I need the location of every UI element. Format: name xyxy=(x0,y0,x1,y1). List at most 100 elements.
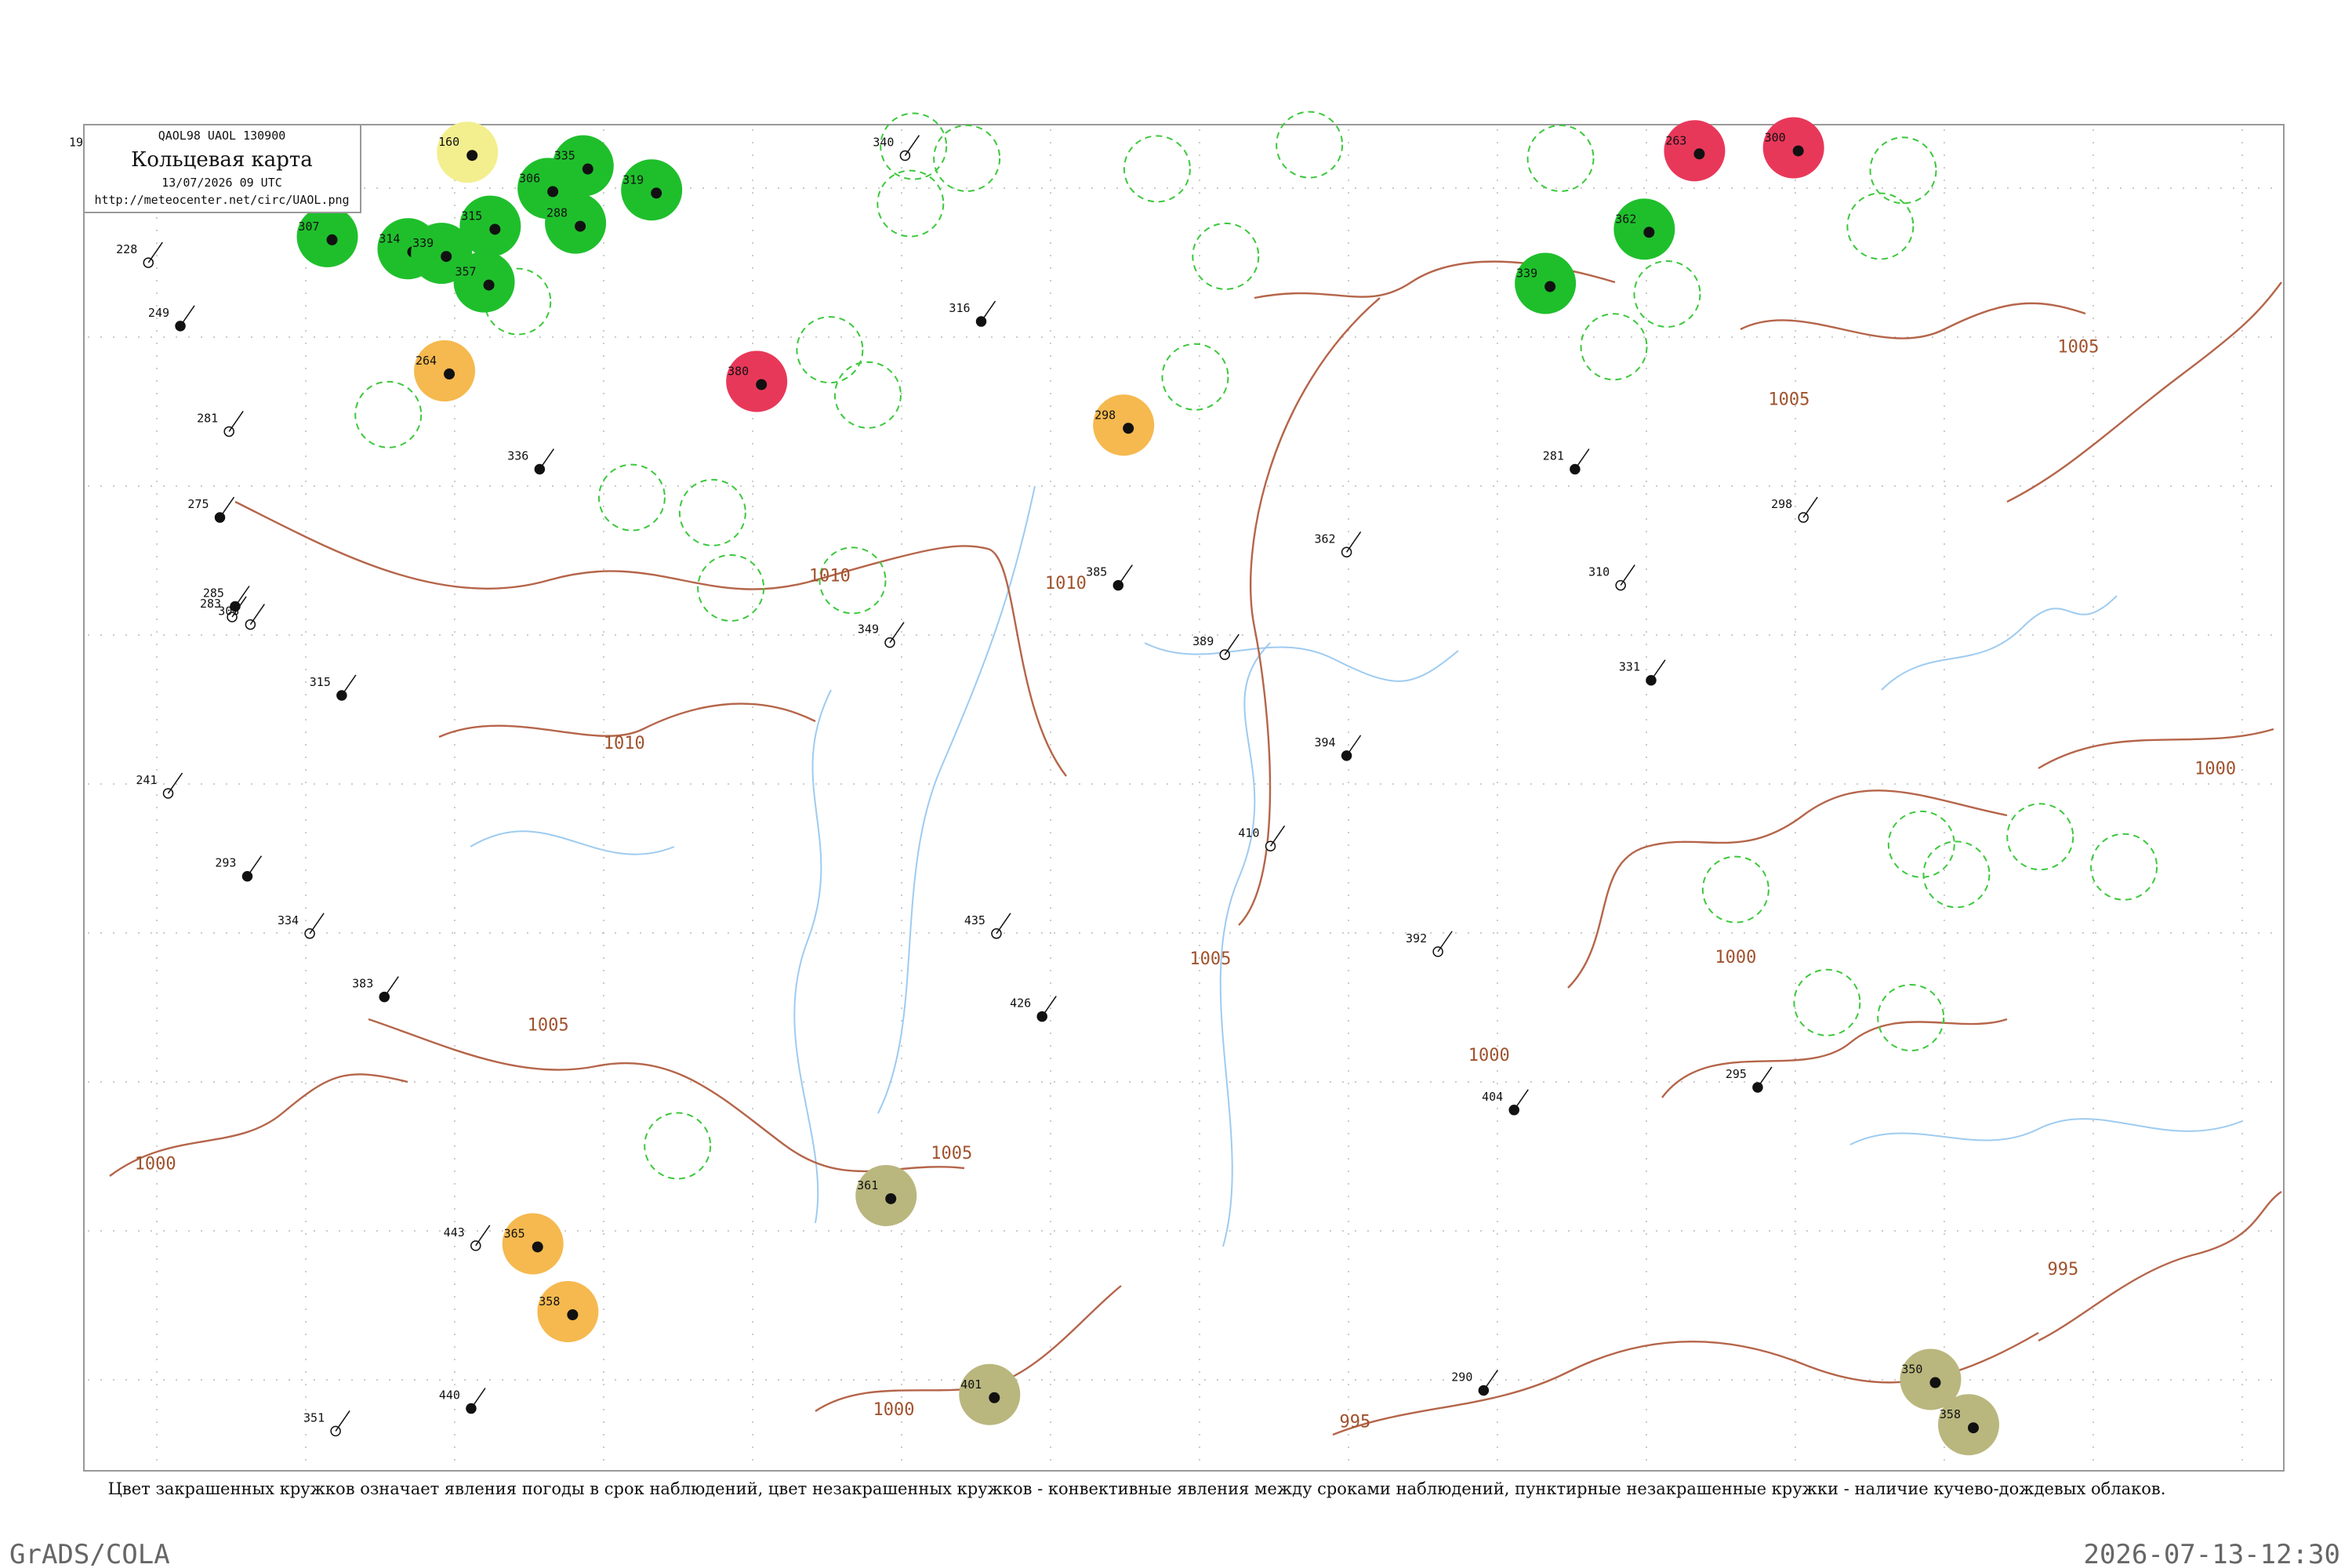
station-pressure: 435 xyxy=(964,913,985,927)
dashed-circle xyxy=(1887,810,1955,878)
station-pressure: 300 xyxy=(1765,130,1786,144)
station-pressure: 394 xyxy=(1315,735,1336,750)
weather-circle xyxy=(1613,198,1675,260)
station-pressure: 264 xyxy=(416,354,437,368)
isobar-label: 1000 xyxy=(1715,948,1756,967)
header-url: http://meteocenter.net/circ/UAOL.png xyxy=(94,193,349,207)
weather-circle xyxy=(1900,1348,1962,1410)
header-code: QAOL98 UAOL 130900 xyxy=(158,129,286,143)
wind-barb xyxy=(470,1388,486,1409)
station-dot xyxy=(1544,281,1556,292)
dashed-circle xyxy=(2006,803,2074,871)
station-pressure: 306 xyxy=(519,171,540,185)
dashed-circle xyxy=(1793,968,1861,1036)
wind-barb xyxy=(246,855,263,877)
wind-barb xyxy=(539,448,554,470)
station-dot xyxy=(1929,1377,1941,1388)
weather-circle xyxy=(621,159,683,221)
wind-barb xyxy=(234,586,250,607)
dashed-circle xyxy=(1580,313,1648,381)
station-pressure: 160 xyxy=(438,135,459,149)
weather-circle xyxy=(1762,117,1824,179)
station-dot xyxy=(1968,1422,1980,1434)
wind-barb xyxy=(228,411,244,432)
dashed-circle xyxy=(877,169,945,238)
wind-barb xyxy=(180,305,195,327)
weather-circle xyxy=(502,1213,564,1275)
wind-barb xyxy=(147,241,163,263)
station-pressure: 385 xyxy=(1086,565,1107,579)
wind-barb xyxy=(1345,531,1362,553)
station-pressure: 335 xyxy=(554,149,575,163)
weather-circle xyxy=(545,192,607,254)
station-pressure: 295 xyxy=(1726,1067,1747,1081)
station-dot xyxy=(1693,148,1705,160)
station-pressure: 362 xyxy=(1315,532,1336,546)
station-pressure: 315 xyxy=(310,675,331,689)
weather-circle xyxy=(414,340,476,402)
dashed-circle xyxy=(597,463,666,532)
station-dot xyxy=(532,1241,543,1253)
station-pressure: 380 xyxy=(728,365,749,379)
station-dot xyxy=(1123,423,1134,434)
isobar-label: 1005 xyxy=(528,1016,569,1036)
wind-barb xyxy=(996,913,1011,935)
isobar-label: 1000 xyxy=(1468,1046,1510,1065)
isobar-label: 995 xyxy=(2048,1260,2079,1279)
wind-barb xyxy=(1650,659,1666,681)
station-dot xyxy=(466,150,478,162)
wind-barb xyxy=(1802,496,1818,518)
wind-barb xyxy=(1269,825,1286,847)
wind-barb xyxy=(1117,564,1133,586)
station-dot xyxy=(1792,145,1804,157)
station-pressure: 351 xyxy=(303,1410,325,1425)
station-pressure: 383 xyxy=(352,977,373,991)
weather-circle xyxy=(437,122,499,183)
dashed-circle xyxy=(1701,855,1769,924)
wind-barb xyxy=(167,772,183,794)
isobar-label: 1000 xyxy=(135,1155,176,1174)
station-dot xyxy=(489,223,501,235)
station-pressure: 336 xyxy=(507,449,528,463)
dashed-circle xyxy=(796,316,864,384)
station-pressure: 290 xyxy=(1451,1370,1472,1384)
dashed-circle xyxy=(1846,192,1915,260)
isobar-label: 1005 xyxy=(1768,390,1809,410)
station-pressure: 404 xyxy=(1482,1090,1503,1104)
weather-circle xyxy=(411,223,473,285)
dashed-circle xyxy=(354,380,423,448)
station-pressure: 263 xyxy=(1665,133,1686,147)
station-pressure: 331 xyxy=(1619,660,1640,674)
weather-circle xyxy=(296,205,358,267)
wind-barb xyxy=(249,604,265,626)
header-title: Кольцевая карта xyxy=(131,148,313,172)
station-pressure: 285 xyxy=(203,586,224,601)
station-pressure: 228 xyxy=(116,242,137,256)
station-pressure: 340 xyxy=(873,136,894,150)
station-pressure: 401 xyxy=(960,1377,982,1392)
weather-circle xyxy=(1093,394,1155,456)
station-dot xyxy=(756,379,768,390)
dashed-circle xyxy=(1922,840,1991,909)
dashed-circle xyxy=(1123,135,1191,203)
wind-barb xyxy=(341,674,357,696)
dashed-circle xyxy=(1192,222,1260,290)
station-pressure: 358 xyxy=(1940,1407,1961,1421)
station-pressure: 283 xyxy=(200,597,221,611)
isobar-labels: 1010 1010 1010 1005 1005 1005 1005 1005 1000 1000… xyxy=(135,337,2237,1432)
wind-barb xyxy=(383,976,399,997)
station-dot xyxy=(441,251,452,263)
caption: Цвет закрашенных кружков означает явлени… xyxy=(108,1479,2166,1498)
station-pressure: 426 xyxy=(1010,996,1031,1011)
station-pressure: 361 xyxy=(857,1178,878,1192)
station-pressure: 310 xyxy=(1588,565,1610,579)
station-pressure: 334 xyxy=(278,913,299,927)
wind-barb xyxy=(219,496,235,518)
weather-circles: 160 264 298 365 358 380 263 300 361 401 350 358 307 3… xyxy=(296,111,2158,1456)
station-pressure: 349 xyxy=(858,622,879,637)
station-pressure: 362 xyxy=(1615,212,1636,226)
isobar-label: 1000 xyxy=(873,1400,914,1420)
wind-barb xyxy=(1483,1370,1498,1391)
wind-barb xyxy=(1224,633,1240,655)
